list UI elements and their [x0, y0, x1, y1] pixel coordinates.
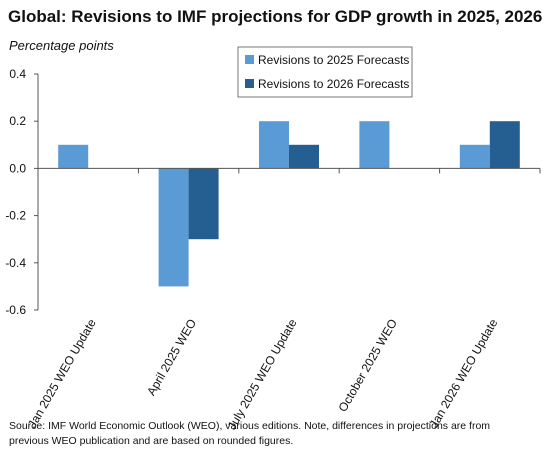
y-tick-label-2: 0.0: [9, 161, 26, 175]
x-tick-label-1: April 2025 WEO: [144, 317, 199, 399]
legend: Revisions to 2025 Forecasts Revisions to…: [237, 46, 413, 98]
chart-title: Global: Revisions to IMF projections for…: [8, 7, 542, 26]
bar-2026-4: [489, 121, 520, 169]
y-tick-label-0: 0.4: [9, 67, 26, 81]
x-tick-label-0: Jan 2025 WEO Update: [25, 316, 99, 430]
x-tick-label-4: Jan 2026 WEO Update: [427, 316, 501, 430]
y-tick-label-3: -0.2: [5, 209, 26, 223]
legend-label-2026: Revisions to 2026 Forecasts: [258, 77, 409, 91]
bar-2025-0: [58, 144, 89, 169]
legend-swatch-2026: [245, 79, 254, 88]
bar-2026-2: [289, 144, 319, 169]
footnote-line-1: Source: IMF World Economic Outlook (WEO)…: [9, 420, 490, 432]
legend-box: [237, 46, 413, 98]
footnote-line-2: previous WEO publication and are based o…: [9, 435, 293, 447]
legend-label-2025: Revisions to 2025 Forecasts: [258, 53, 409, 67]
x-tick-label-2: July 2025 WEO Update: [225, 316, 300, 432]
y-tick-label-1: 0.2: [9, 114, 26, 128]
y-tick-label-5: -0.6: [5, 303, 26, 317]
x-tick-label-3: October 2025 WEO: [336, 317, 400, 415]
bar-2025-4: [459, 144, 490, 169]
axes-layer: [34, 73, 541, 311]
bar-2025-3: [359, 121, 390, 169]
bar-2025-1: [158, 168, 189, 287]
y-tick-label-4: -0.4: [5, 256, 26, 270]
bar-2025-2: [259, 121, 289, 169]
bar-2026-1: [188, 168, 219, 240]
y-axis-label: Percentage points: [9, 38, 114, 53]
legend-swatch-2025: [245, 55, 254, 64]
bars-layer: [58, 121, 520, 287]
